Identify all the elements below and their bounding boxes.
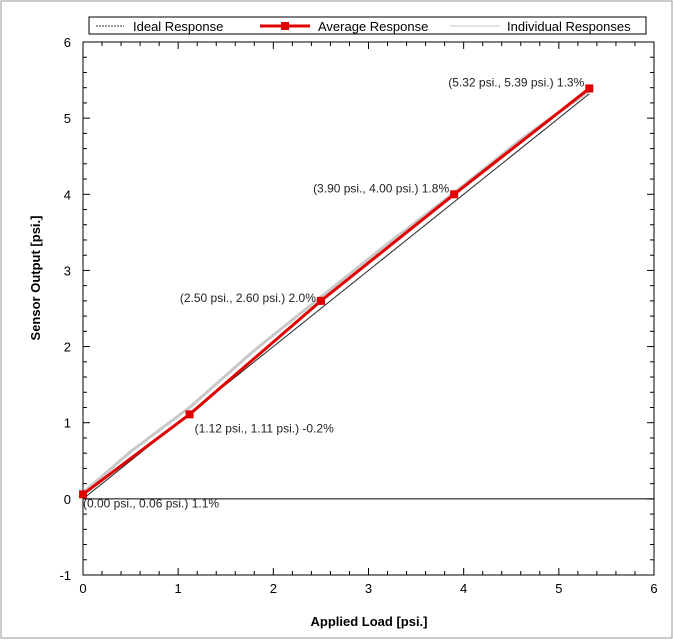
data-annotation: (2.50 psi., 2.60 psi.) 2.0% [180,291,316,305]
x-tick-label: 5 [555,581,562,596]
average-response-point [316,296,325,305]
y-axis-label: Sensor Output [psi.] [28,216,43,341]
y-tick-label: 4 [64,187,71,202]
x-tick-label: 4 [460,581,467,596]
y-tick-label: 5 [64,111,71,126]
y-tick-label: -1 [59,568,71,583]
y-tick-label: 3 [64,263,71,278]
x-tick-label: 6 [650,581,657,596]
legend-marker [281,22,289,30]
data-annotation: (5.32 psi., 5.39 psi.) 1.3% [448,75,584,89]
y-tick-label: 1 [64,416,71,431]
legend-label: Individual Responses [507,19,631,34]
x-axis-label: Applied Load [psi.] [311,614,428,629]
y-tick-label: 6 [64,35,71,50]
data-annotation: (3.90 psi., 4.00 psi.) 1.8% [313,181,449,195]
legend-box [88,16,647,35]
x-tick-label: 3 [365,581,372,596]
x-tick-label: 1 [175,581,182,596]
average-response-point [185,410,194,419]
y-tick-label: 2 [64,340,71,355]
data-annotation: (1.12 psi., 1.11 psi.) -0.2% [195,421,335,435]
x-tick-label: 2 [270,581,277,596]
average-response-point [450,190,459,199]
y-tick-label: 0 [64,492,71,507]
average-response-point [79,490,87,499]
average-response-point [585,84,594,93]
legend-label: Average Response [318,19,428,34]
x-tick-label: 0 [79,581,86,596]
data-annotation: (0.00 psi., 0.06 psi.) 1.1% [83,496,219,510]
legend-label: Ideal Response [133,19,223,34]
